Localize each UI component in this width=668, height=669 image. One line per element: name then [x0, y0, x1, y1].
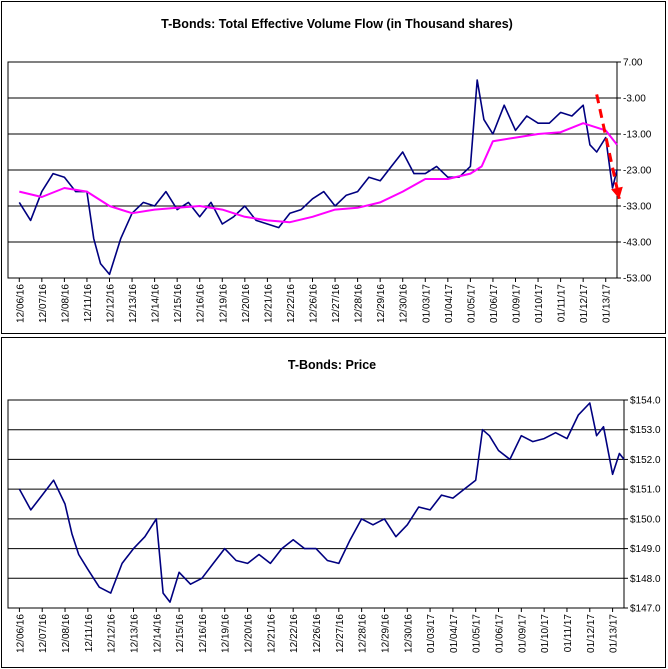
price-x-tick-label: 12/22/16	[289, 614, 300, 653]
price-x-tick-label: 01/03/17	[426, 614, 437, 653]
price-x-tick-label: 12/12/16	[107, 614, 118, 653]
price-x-tick-label: 12/29/16	[380, 614, 391, 653]
vol-x-tick-label: 12/06/16	[15, 284, 26, 323]
volume-flow-grid	[7, 61, 621, 282]
price-x-tick-label: 12/13/16	[129, 614, 140, 653]
vol-y-tick-label: -23.00	[623, 166, 652, 177]
vol-y-tick-label: -33.00	[623, 202, 652, 213]
price-x-tick-label: 12/16/16	[198, 614, 209, 653]
vol-y-tick-label: -53.00	[623, 274, 652, 285]
price-y-tick-label: $152.0	[630, 455, 661, 466]
price-y-tick-label: $151.0	[630, 485, 661, 496]
price-chart: T-Bonds: Price $154.0$153.0$152.0$151.0$…	[7, 358, 661, 653]
vol-y-tick-label: -3.00	[623, 94, 646, 105]
vol-x-tick-label: 12/13/16	[128, 284, 139, 323]
vol-x-tick-label: 12/29/16	[376, 284, 387, 323]
volume-flow-y-axis: 7.00 -3.00 -13.00 -23.00 -33.00 -43.00 -53.00	[623, 58, 652, 285]
vol-x-tick-label: 12/22/16	[286, 284, 297, 323]
price-x-tick-label: 12/27/16	[335, 614, 346, 653]
vol-x-tick-label: 12/21/16	[263, 284, 274, 323]
price-chart-panel: T-Bonds: Price $154.0 $153.0 $152.0 $151.0 $…	[1, 337, 666, 668]
vol-y-tick-label: -43.00	[623, 238, 652, 249]
price-chart-title: T-Bonds: Price	[288, 358, 376, 372]
vol-x-tick-label: 01/04/17	[444, 284, 455, 323]
vol-x-tick-label: 12/20/16	[241, 284, 252, 323]
price-x-tick-label: 01/12/17	[586, 614, 597, 653]
price-y-tick-label: $149.0	[630, 544, 661, 555]
vol-x-tick-label: 12/28/16	[354, 284, 365, 323]
volume-flow-chart-panel: T-Bonds: Total Effective Volume Flow (in…	[1, 1, 666, 334]
vol-series-line-1	[18, 79, 618, 276]
price-x-tick-label: 01/10/17	[540, 614, 551, 653]
price-x-tick-label: 12/30/16	[403, 614, 414, 653]
price-y-tick-label: $153.0	[630, 425, 661, 436]
vol-x-tick-label: 12/19/16	[218, 284, 229, 323]
price-x-tick-label: 12/19/16	[221, 614, 232, 653]
price-x-tick-label: 12/07/16	[38, 614, 49, 653]
price-x-tick-label: 12/06/16	[15, 614, 26, 653]
price-x-axis: 12/06/16 12/07/16 12/08/16 12/11/16 12/12/16…	[15, 614, 619, 653]
price-x-tick-label: 01/09/17	[517, 614, 528, 653]
vol-x-tick-label: 12/30/16	[399, 284, 410, 323]
price-plot-border	[7, 399, 625, 609]
vol-x-tick-label: 12/27/16	[331, 284, 342, 323]
price-series-line-1	[18, 402, 625, 603]
vol-x-tick-label: 12/11/16	[83, 284, 94, 323]
price-x-tick-label: 12/08/16	[61, 614, 72, 653]
vol-y-tick-label: -13.00	[623, 130, 652, 141]
price-grid	[7, 399, 628, 612]
vol-x-tick-label: 12/16/16	[196, 284, 207, 323]
price-x-tick-label: 12/26/16	[312, 614, 323, 653]
price-x-tick-label: 01/06/17	[495, 614, 506, 653]
volume-flow-series	[18, 79, 623, 276]
price-y-axis: $154.0 $153.0 $152.0 $151.0 $150.0 $149.0 $148…	[630, 396, 661, 615]
vol-x-tick-label: 01/09/17	[512, 284, 523, 323]
price-x-tick-label: 12/28/16	[358, 614, 369, 653]
vol-x-tick-label: 01/06/17	[489, 284, 500, 323]
price-x-tick-label: 12/14/16	[152, 614, 163, 653]
price-y-tick-label: $154.0	[630, 396, 661, 407]
vol-x-tick-label: 01/05/17	[466, 284, 477, 323]
price-x-tick-label: 01/04/17	[449, 614, 460, 653]
vol-x-tick-label: 12/07/16	[38, 284, 49, 323]
price-series	[18, 402, 625, 603]
price-x-tick-label: 12/15/16	[175, 614, 186, 653]
volume-flow-x-axis: 12/06/16 12/07/16 12/08/16 12/11/16 12/12/16…	[15, 284, 612, 323]
vol-series-line-2	[19, 122, 618, 224]
price-x-tick-label: 12/20/16	[244, 614, 255, 653]
vol-arrow-head	[611, 186, 623, 199]
price-x-tick-label: 01/11/17	[563, 614, 574, 653]
price-x-tick-label: 01/13/17	[609, 614, 620, 653]
vol-x-tick-label: 01/12/17	[579, 284, 590, 323]
vol-x-tick-label: 01/03/17	[421, 284, 432, 323]
price-y-tick-label: $147.0	[630, 604, 661, 615]
vol-y-tick-label: 7.00	[623, 58, 643, 69]
vol-x-tick-label: 12/08/16	[60, 284, 71, 323]
price-y-tick-label: $148.0	[630, 574, 661, 585]
vol-x-tick-label: 12/15/16	[173, 284, 184, 323]
price-x-tick-label: 12/11/16	[84, 614, 95, 653]
vol-x-tick-label: 01/10/17	[534, 284, 545, 323]
vol-x-tick-label: 12/26/16	[309, 284, 320, 323]
vol-x-tick-label: 01/11/17	[557, 284, 568, 323]
vol-x-tick-label: 12/12/16	[106, 284, 117, 323]
vol-x-tick-label: 01/13/17	[602, 284, 613, 323]
volume-flow-chart-title: T-Bonds: Total Effective Volume Flow (in…	[161, 17, 513, 31]
price-x-tick-label: 12/21/16	[266, 614, 277, 653]
vol-x-tick-label: 12/14/16	[151, 284, 162, 323]
volume-flow-chart: T-Bonds: Total Effective Volume Flow (in…	[7, 17, 652, 323]
vol-series-line-3	[595, 94, 621, 200]
price-x-tick-label: 01/05/17	[472, 614, 483, 653]
price-y-tick-label: $150.0	[630, 514, 661, 525]
